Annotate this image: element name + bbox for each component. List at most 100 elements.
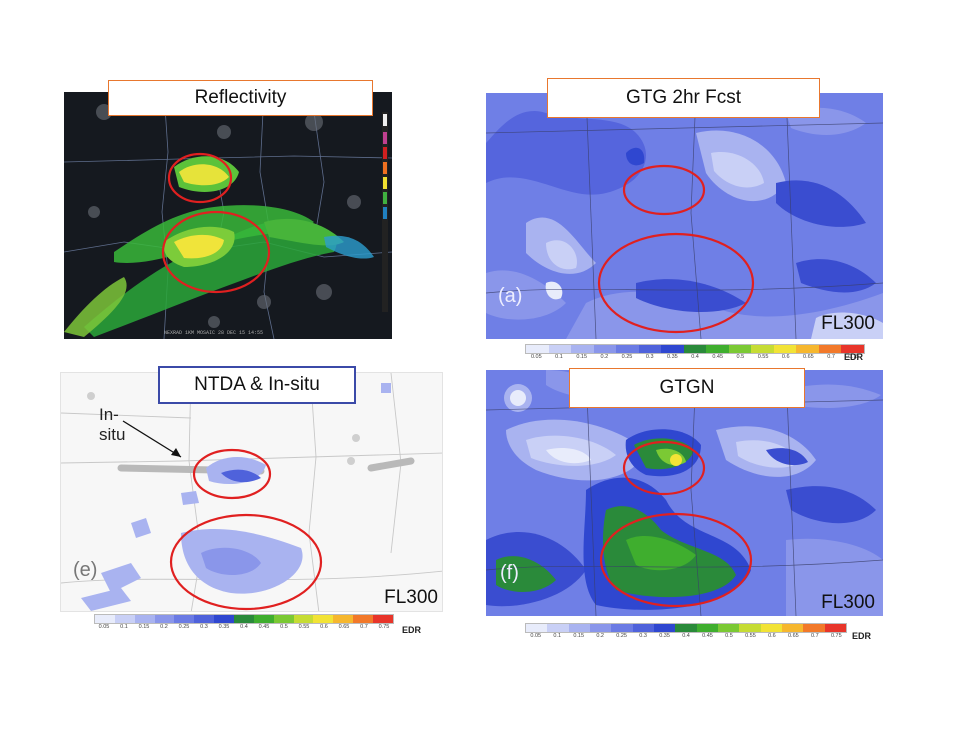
colorbar-swatch: [773, 345, 797, 353]
colorbar-swatch: [706, 345, 729, 353]
gtg-2hr-title: GTG 2hr Fcst: [547, 78, 820, 118]
reflectivity-map: [64, 92, 392, 339]
colorbar-swatch: [760, 624, 782, 632]
colorbar-swatches: [525, 344, 865, 354]
panel-letter-f: (f): [500, 562, 519, 584]
colorbar-swatch: [751, 345, 774, 353]
colorbar-tick-label: 0.35: [667, 354, 678, 360]
ntda-insitu-panel: In- situ (e) FL300: [60, 372, 443, 612]
colorbar-swatches: [94, 614, 394, 624]
colorbar-ticks: 0.05 0.1 0.15 0.2 0.25 0.3 0.35 0.4 0.45 0.5 0.55 0…: [525, 633, 847, 639]
colorbar-swatch: [571, 345, 594, 353]
colorbar-tick-label: 0.75: [830, 633, 842, 639]
panel-letter-e: (e): [73, 559, 98, 581]
colorbar-swatches: [525, 623, 847, 633]
colorbar-tick-label: 0.15: [576, 354, 588, 360]
colorbar-tick-label: 0.5: [736, 354, 745, 360]
colorbar-swatch: [616, 345, 639, 353]
colorbar-tick-label: 0.75: [848, 354, 860, 360]
colorbar-swatch: [675, 624, 697, 632]
colorbar-tick-label: 0.05: [530, 633, 542, 639]
flight-level-label: FL300: [384, 587, 438, 608]
colorbar-tick-label: 0.05: [98, 624, 110, 630]
flight-level-label: FL300: [821, 313, 875, 334]
colorbar-unit: EDR: [844, 352, 864, 362]
colorbar-unit: EDR: [852, 631, 872, 641]
gtgn-map: [486, 370, 883, 616]
colorbar-tick-label: 0.6: [320, 624, 328, 630]
colorbar-tick-label: 0.65: [338, 624, 350, 630]
colorbar-tick-label: 0.7: [811, 633, 819, 639]
colorbar-swatch: [548, 345, 572, 353]
reflectivity-title: Reflectivity: [108, 80, 373, 116]
lower-highlight-ellipse: [169, 513, 323, 611]
colorbar-swatch: [696, 624, 718, 632]
reflectivity-scale: [382, 112, 388, 312]
upper-highlight-ellipse: [167, 152, 233, 204]
colorbar-tick-label: 0.4: [691, 354, 699, 360]
colorbar-swatch: [781, 624, 804, 632]
precipitation-echoes: [64, 156, 374, 337]
colorbar-swatch: [638, 345, 662, 353]
colorbar-tick-label: 0.05: [530, 354, 542, 360]
ntda-insitu-title: NTDA & In-situ: [158, 366, 356, 404]
edr-contours: [486, 370, 883, 616]
colorbar-unit: EDR: [402, 625, 422, 635]
colorbar-swatch: [739, 624, 761, 632]
colorbar-swatch: [174, 615, 195, 623]
colorbar-swatch: [589, 624, 612, 632]
colorbar-swatch: [154, 615, 175, 623]
lower-highlight-ellipse: [599, 512, 753, 608]
colorbar-tick-label: 0.2: [600, 354, 609, 360]
insitu-line1: In-: [99, 405, 119, 424]
colorbar-tick-label: 0.75: [378, 624, 390, 630]
colorbar-swatch: [653, 624, 676, 632]
colorbar-swatch: [194, 615, 215, 623]
colorbar-tick-label: 0.5: [280, 624, 288, 630]
edr-contours: [486, 107, 883, 339]
colorbar-tick-label: 0.45: [702, 633, 713, 639]
colorbar-tick-label: 0.7: [827, 354, 835, 360]
colorbar-tick-label: 0.3: [639, 633, 647, 639]
colorbar-tick-label: 0.2: [596, 633, 604, 639]
colorbar-tick-label: 0.1: [553, 633, 562, 639]
panel-letter-a: (a): [498, 285, 523, 307]
colorbar-ticks: 0.05 0.1 0.15 0.2 0.25 0.3 0.35 0.4 0.45 0.5 0.55 0…: [525, 354, 865, 360]
colorbar-swatch: [293, 615, 314, 623]
colorbar-swatch: [134, 615, 155, 623]
reflectivity-panel: NEXRAD 1KM MOSAIC 28 DEC 15 14:55: [64, 92, 392, 339]
colorbar-swatch: [234, 615, 254, 623]
radar-caption: NEXRAD 1KM MOSAIC 28 DEC 15 14:55: [164, 330, 264, 336]
colorbar-swatch: [717, 624, 740, 632]
colorbar-swatch: [526, 624, 548, 632]
radar-clutter: [88, 98, 361, 328]
colorbar-tick-label: 0.15: [138, 624, 150, 630]
colorbar-swatch: [526, 345, 549, 353]
colorbar-tick-label: 0.4: [682, 633, 690, 639]
colorbar-swatch: [373, 615, 393, 623]
colorbar-tick-label: 0.6: [781, 354, 790, 360]
colorbar-tick-label: 0.35: [218, 624, 230, 630]
colorbar-swatch: [273, 615, 294, 623]
colorbar-swatch: [353, 615, 374, 623]
colorbar-swatch: [632, 624, 654, 632]
colorbar-swatch: [824, 624, 846, 632]
gtgn-panel: (f) FL300: [486, 370, 883, 616]
colorbar-swatch: [728, 345, 752, 353]
colorbar-tick-label: 0.25: [616, 633, 627, 639]
colorbar-swatch: [683, 345, 707, 353]
colorbar-swatch: [661, 345, 684, 353]
gtgn-colorbar: 0.05 0.1 0.15 0.2 0.25 0.3 0.35 0.4 0.45 0.5 0.55 0…: [525, 623, 847, 639]
colorbar-tick-label: 0.65: [803, 354, 814, 360]
state-boundaries: [486, 93, 883, 339]
colorbar-swatch: [253, 615, 274, 623]
colorbar-tick-label: 0.25: [621, 354, 633, 360]
gtg-2hr-panel: (a) FL300: [486, 93, 883, 339]
colorbar-swatch: [568, 624, 590, 632]
colorbar-swatch: [841, 345, 864, 353]
colorbar-tick-label: 0.55: [745, 633, 756, 639]
colorbar-tick-label: 0.55: [757, 354, 769, 360]
upper-highlight-ellipse: [622, 440, 706, 496]
gtgn-title: GTGN: [569, 368, 805, 408]
colorbar-swatch: [95, 615, 115, 623]
